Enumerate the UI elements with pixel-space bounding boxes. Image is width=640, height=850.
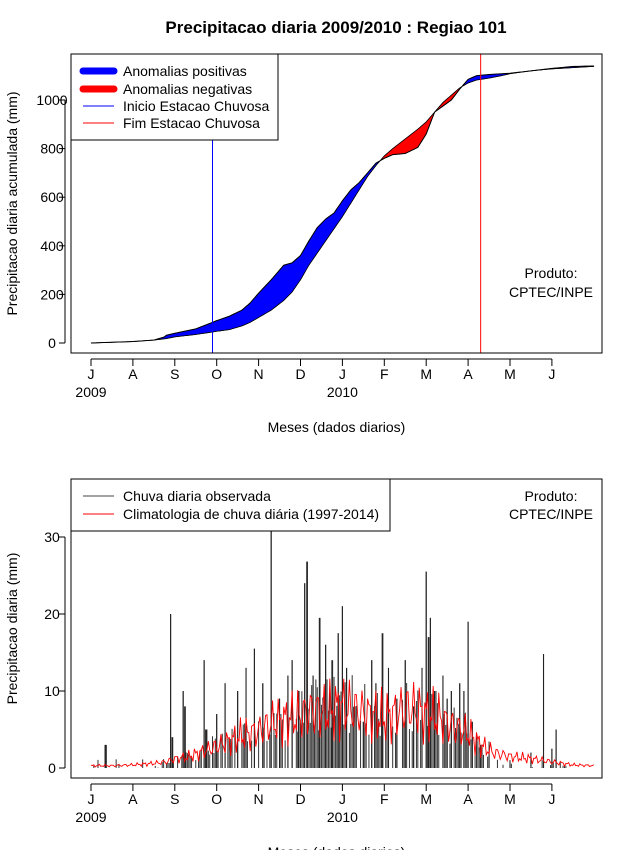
cumulative-chart: J A S O N D J F M A M J 2009 2010 Meses (dados diarios… xyxy=(4,53,603,435)
observed-cumulative-line xyxy=(90,65,594,344)
year-label: 2009 xyxy=(75,384,106,400)
y-tick-label: 400 xyxy=(40,238,64,254)
y-tick-label: 30 xyxy=(44,529,60,545)
x-tick-label: O xyxy=(211,791,222,807)
x-tick-label: J xyxy=(88,366,95,382)
plot-frame xyxy=(70,53,603,354)
x-tick-label: J xyxy=(339,366,346,382)
product-source: CPTEC/INPE xyxy=(509,506,593,522)
legend-label: Chuva diaria observada xyxy=(123,488,271,504)
y-axis-label: Precipitacao diaria acumulada (mm) xyxy=(4,91,20,315)
x-tick-label: J xyxy=(88,791,95,807)
positive-anomaly-area xyxy=(90,160,381,344)
x-tick-label: M xyxy=(420,366,432,382)
x-tick-label: S xyxy=(170,366,179,382)
observed-daily-bars xyxy=(93,529,567,768)
legend: Chuva diaria observada Climatologia de ch… xyxy=(70,478,391,532)
x-axis-label: Meses (dados diarios) xyxy=(268,844,406,850)
x-tick-label: F xyxy=(380,366,389,382)
year-label: 2010 xyxy=(327,384,358,400)
x-tick-label: M xyxy=(420,791,432,807)
y-tick-label: 600 xyxy=(40,189,64,205)
y-tick-label: 0 xyxy=(48,760,56,776)
x-tick-label: J xyxy=(548,791,555,807)
x-tick-label: S xyxy=(170,791,179,807)
chart-title: Precipitacao diaria 2009/2010 : Regiao 1… xyxy=(165,18,506,37)
x-axis-label: Meses (dados diarios) xyxy=(268,419,406,435)
y-tick-label: 10 xyxy=(44,683,60,699)
legend-label: Anomalias positivas xyxy=(123,63,247,79)
positive-anomaly-area xyxy=(463,65,595,86)
x-tick-label: A xyxy=(463,366,473,382)
x-tick-label: D xyxy=(295,366,305,382)
y-tick-label: 0 xyxy=(48,335,56,351)
year-label: 2009 xyxy=(75,809,106,825)
x-tick-label: A xyxy=(128,791,138,807)
y-tick-label: 800 xyxy=(40,141,64,157)
x-tick-label: J xyxy=(548,366,555,382)
x-tick-label: O xyxy=(211,366,222,382)
x-tick-label: J xyxy=(339,791,346,807)
climatology-cumulative-line xyxy=(90,66,594,344)
product-label: Produto: xyxy=(525,488,578,504)
climatology-daily-line xyxy=(90,678,594,768)
year-label: 2010 xyxy=(327,809,358,825)
legend-label: Anomalias negativas xyxy=(123,81,252,97)
y-axis-label: Precipitacao diaria (mm) xyxy=(4,553,20,705)
legend-label: Climatologia de chuva diária (1997-2014) xyxy=(123,506,379,522)
x-tick-label: D xyxy=(295,791,305,807)
x-tick-label: A xyxy=(463,791,473,807)
legend-label: Fim Estacao Chuvosa xyxy=(123,115,260,131)
product-source: CPTEC/INPE xyxy=(509,284,593,300)
y-tick-label: 200 xyxy=(40,286,64,302)
legend-label: Inicio Estacao Chuvosa xyxy=(123,98,270,114)
x-tick-label: M xyxy=(504,791,516,807)
legend-box xyxy=(70,478,391,532)
legend: Anomalias positivas Anomalias negativasIn… xyxy=(70,53,279,141)
x-tick-label: F xyxy=(380,791,389,807)
x-tick-label: M xyxy=(504,366,516,382)
y-tick-label: 1000 xyxy=(36,92,67,108)
x-tick-label: N xyxy=(254,366,264,382)
negative-anomaly-area xyxy=(379,111,435,162)
product-label: Produto: xyxy=(525,265,578,281)
x-tick-label: A xyxy=(128,366,138,382)
y-tick-label: 20 xyxy=(44,606,60,622)
x-tick-label: N xyxy=(254,791,264,807)
